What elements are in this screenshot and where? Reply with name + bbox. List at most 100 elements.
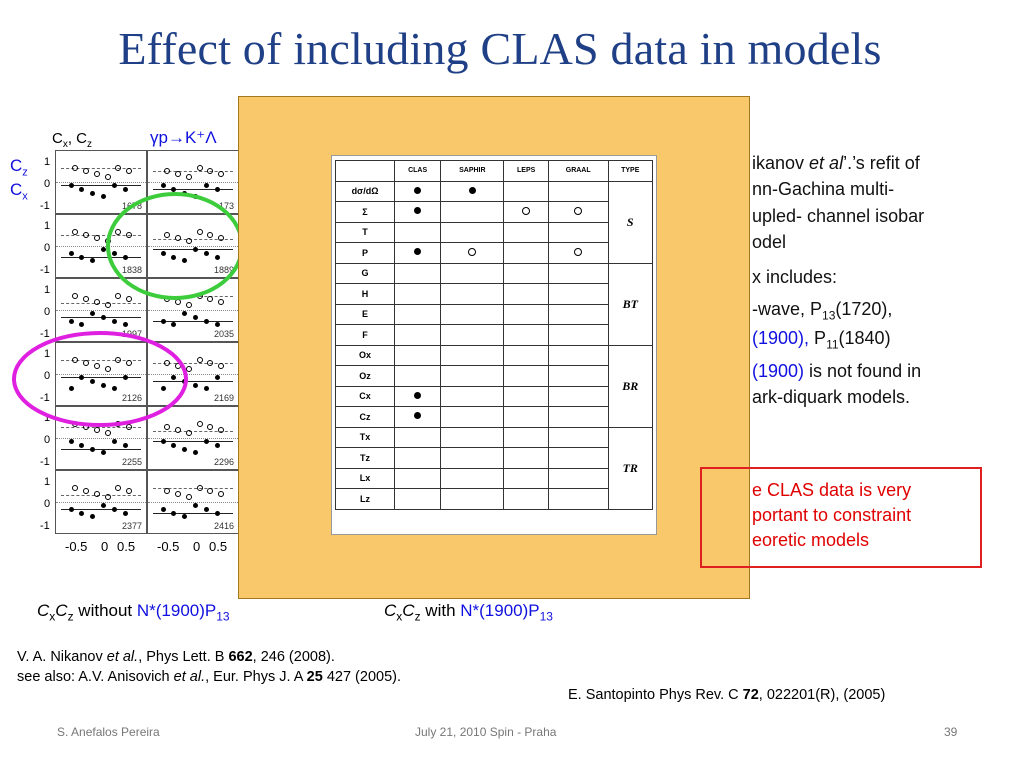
data-point-open — [196, 420, 203, 427]
cell-graal — [547, 242, 609, 264]
reference-2: see also: A.V. Anisovich et al., Eur. Ph… — [17, 669, 401, 686]
energy-label: 1889 — [213, 265, 234, 275]
cell-leps — [503, 406, 549, 428]
zero-line — [56, 310, 146, 311]
data-point-open — [207, 359, 214, 366]
energy-label: 2035 — [213, 329, 234, 339]
cell-clas — [393, 180, 442, 202]
y-tick-label: 1 — [44, 284, 51, 296]
cell-leps — [503, 344, 549, 366]
cell-clas — [393, 262, 442, 284]
cell-saphir — [440, 467, 505, 489]
cell-leps — [503, 488, 549, 510]
data-point-open — [104, 173, 111, 180]
data-point-open — [164, 231, 171, 238]
table-row: G BT — [335, 262, 654, 346]
observable-name: G — [335, 262, 395, 284]
table-row: Cz — [335, 406, 653, 428]
data-point-open — [175, 426, 181, 433]
data-point — [160, 506, 166, 512]
data-point-open — [196, 228, 203, 235]
data-point — [111, 439, 117, 445]
dashed-curve — [153, 238, 233, 240]
cell-saphir — [440, 365, 505, 387]
cell-graal — [547, 283, 609, 305]
data-point-open — [115, 164, 122, 171]
data-point-open — [104, 493, 111, 500]
dashed-curve — [61, 168, 141, 170]
y-tick-label: 0 — [44, 242, 51, 254]
data-point-open — [72, 356, 79, 363]
data-point — [171, 442, 177, 448]
data-point — [111, 318, 117, 324]
table-row: dσ/dΩ S — [335, 180, 654, 264]
data-point — [214, 186, 220, 192]
data-point — [203, 183, 209, 189]
open-circle-marker — [574, 206, 583, 215]
y-tick-label: 0 — [44, 498, 51, 510]
open-circle-marker — [522, 206, 531, 215]
cell-saphir — [440, 385, 505, 407]
plot-panel: 1678 — [55, 150, 147, 214]
data-point-open — [218, 362, 225, 369]
cell-graal — [547, 426, 609, 448]
y-tick-label: -1 — [40, 456, 50, 468]
energy-label: 1838 — [121, 265, 142, 275]
data-point-open — [196, 356, 203, 363]
dashed-curve — [153, 430, 233, 432]
type-cell: BT — [607, 262, 654, 346]
cell-leps — [503, 303, 549, 325]
cell-saphir — [440, 201, 505, 223]
data-point-open — [72, 292, 79, 299]
solid-curve — [153, 512, 233, 514]
cell-leps — [503, 242, 549, 264]
cell-clas — [393, 365, 442, 387]
reference-1: V. A. Nikanov et al., Phys Lett. B 662, … — [17, 649, 335, 665]
plot-panel: 2377 — [55, 470, 147, 534]
data-point-open — [175, 490, 181, 497]
energy-label: 2296 — [213, 457, 234, 467]
data-point — [101, 314, 106, 320]
observable-name: T — [335, 221, 395, 243]
filled-dot-marker — [414, 391, 422, 399]
data-point — [79, 322, 85, 328]
data-point-open — [164, 359, 171, 366]
solid-curve — [61, 256, 141, 258]
data-point — [68, 250, 74, 256]
legend-cz: Cz — [10, 156, 28, 179]
data-point — [203, 439, 209, 445]
cell-leps — [503, 447, 549, 469]
slide-title: Effect of including CLAS data in models — [118, 23, 882, 74]
data-point-open — [93, 426, 100, 433]
cell-graal — [547, 406, 609, 428]
solid-curve — [61, 377, 141, 379]
data-point-open — [72, 228, 79, 235]
zero-line — [56, 246, 146, 247]
footer-page-number: 39 — [944, 725, 958, 739]
data-point — [203, 250, 209, 256]
green-circle — [106, 192, 244, 300]
y-tick-label: 1 — [44, 220, 51, 232]
filled-dot-marker — [414, 412, 422, 420]
data-point — [160, 183, 166, 189]
energy-label: 2169 — [213, 393, 234, 403]
cell-clas — [393, 344, 442, 366]
energy-label: 1997 — [121, 329, 142, 339]
y-tick-label: 0 — [44, 306, 51, 318]
data-point — [101, 382, 106, 388]
col-header — [335, 160, 395, 182]
solid-curve — [61, 448, 141, 450]
cell-leps — [503, 283, 549, 305]
figure-legend: Cz Cx — [10, 156, 28, 203]
data-point-open — [164, 487, 171, 494]
observable-name: Σ — [335, 201, 395, 223]
dashed-curve — [61, 302, 141, 304]
data-point-open — [218, 426, 225, 433]
data-point — [68, 386, 74, 392]
data-point-open — [218, 490, 225, 497]
data-point — [79, 186, 85, 192]
data-point — [193, 247, 198, 253]
data-point-open — [93, 170, 100, 177]
plot-panel: 1838 — [55, 214, 147, 278]
energy-label: 2126 — [121, 393, 142, 403]
